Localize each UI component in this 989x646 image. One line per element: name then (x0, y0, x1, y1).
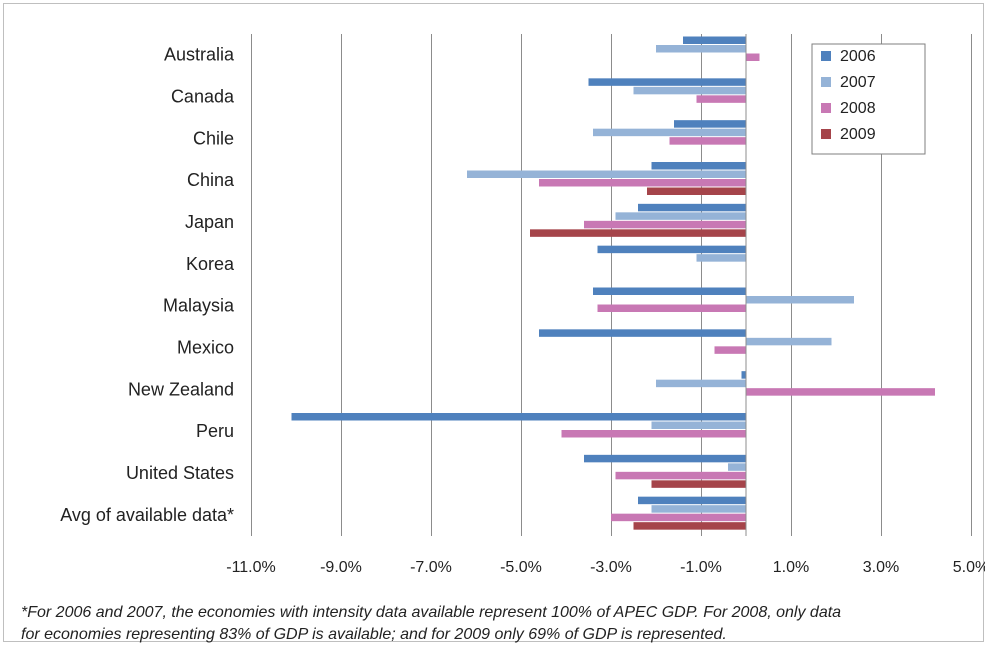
bar-chart: Australia Canada Chile China Japan Korea Malay… (60, 34, 985, 576)
x-tick-labels: -11.0% -9.0% -7.0% -5.0% -3.0% -1.0% 1.0% 3.0% 5… (226, 559, 985, 576)
bar-2009-11 (633, 522, 746, 530)
bar-2008-6 (597, 304, 746, 312)
x-tick-label: -5.0% (500, 559, 542, 576)
bar-2008-9 (561, 430, 746, 438)
x-tick-label: -9.0% (320, 559, 362, 576)
category-label: Japan (185, 212, 234, 232)
legend-swatch (821, 129, 831, 139)
bar-2006-7 (539, 329, 746, 337)
bar-2008-10 (615, 471, 746, 480)
footnote-line-1: *For 2006 and 2007, the economies with i… (21, 604, 842, 621)
bar-2008-3 (539, 179, 746, 187)
gridlines (251, 34, 972, 536)
bar-2008-2 (669, 137, 746, 145)
bar-2009-4 (530, 229, 746, 237)
legend-swatch (821, 77, 831, 87)
bar-2008-8 (746, 388, 935, 396)
category-label: China (187, 170, 235, 190)
bar-2006-10 (584, 454, 746, 463)
category-label: Avg of available data* (60, 505, 234, 525)
category-label: Malaysia (163, 296, 235, 316)
bar-2008-0 (746, 53, 760, 61)
legend-swatch (821, 103, 831, 113)
bar-2006-1 (588, 78, 746, 86)
legend-label: 2009 (840, 126, 876, 143)
bar-2008-7 (714, 346, 746, 354)
bar-2006-0 (683, 36, 746, 44)
bar-2007-2 (593, 128, 746, 137)
x-tick-label: -7.0% (410, 559, 452, 576)
bar-2006-9 (291, 413, 746, 421)
chart-frame: Australia Canada Chile China Japan Korea Malay… (3, 3, 985, 643)
category-label: Australia (164, 45, 235, 65)
x-tick-label: 1.0% (773, 559, 809, 576)
bar-2006-5 (597, 245, 746, 254)
bar-2007-11 (651, 505, 746, 513)
bar-2009-10 (651, 480, 746, 488)
category-label: New Zealand (128, 379, 234, 399)
bar-2006-11 (638, 496, 746, 505)
legend-label: 2007 (840, 74, 876, 91)
bar-2006-8 (741, 371, 746, 379)
bar-2006-4 (638, 203, 746, 212)
bar-2006-2 (674, 120, 746, 128)
bar-2006-3 (651, 162, 746, 170)
x-tick-label: -11.0% (226, 559, 276, 576)
category-label: Mexico (177, 338, 234, 358)
bar-2006-6 (593, 287, 746, 295)
legend-label: 2008 (840, 100, 876, 117)
x-tick-label: 3.0% (863, 559, 899, 576)
category-label: United States (126, 463, 234, 483)
footnote-line-2: for economies representing 83% of GDP is… (21, 626, 727, 643)
bars (291, 34, 935, 536)
x-tick-label: -1.0% (680, 559, 722, 576)
x-tick-label: 5.0% (953, 559, 985, 576)
bar-2007-7 (746, 337, 832, 346)
bar-2008-1 (696, 95, 746, 103)
footnote: *For 2006 and 2007, the economies with i… (21, 602, 981, 646)
category-labels: Australia Canada Chile China Japan Korea Malay… (60, 45, 235, 525)
bar-2007-0 (656, 45, 746, 53)
bar-2007-1 (633, 86, 746, 95)
legend-label: 2006 (840, 48, 876, 65)
bar-2007-9 (651, 421, 746, 429)
bar-2007-10 (728, 463, 746, 471)
category-label: Peru (196, 421, 234, 441)
bar-2007-5 (696, 254, 746, 262)
bar-2007-4 (615, 212, 746, 220)
bar-2007-8 (656, 379, 746, 388)
bar-2008-11 (611, 513, 746, 522)
legend: 2006 2007 2008 2009 (811, 43, 926, 155)
category-label: Canada (171, 87, 235, 107)
legend-swatch (821, 51, 831, 61)
bar-2007-6 (746, 296, 854, 304)
bar-2009-3 (647, 187, 746, 195)
category-label: Chile (193, 128, 234, 148)
x-tick-label: -3.0% (590, 559, 632, 576)
bar-2007-3 (467, 170, 746, 178)
category-label: Korea (186, 254, 235, 274)
bar-2008-4 (584, 220, 746, 229)
